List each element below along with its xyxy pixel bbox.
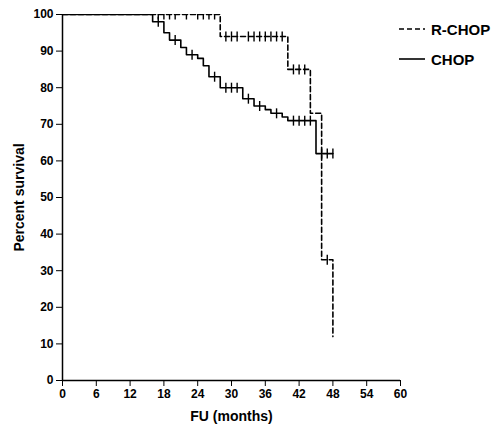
svg-text:60: 60 [394,387,408,401]
svg-text:42: 42 [292,387,306,401]
svg-text:0: 0 [47,373,54,387]
svg-text:54: 54 [360,387,374,401]
svg-text:Percent survival: Percent survival [11,143,27,251]
svg-text:30: 30 [225,387,239,401]
svg-text:FU (months): FU (months) [190,408,272,424]
html-text:CHOP: CHOP [431,50,475,68]
svg-text:60: 60 [40,154,54,168]
svg-text:6: 6 [93,387,100,401]
svg-text:70: 70 [40,117,54,131]
svg-text:30: 30 [40,264,54,278]
svg-text:20: 20 [40,300,54,314]
svg-text:36: 36 [259,387,273,401]
svg-text:10: 10 [40,337,54,351]
html-text:R-CHOP: R-CHOP [431,20,491,38]
svg-text:90: 90 [40,44,54,58]
svg-text:40: 40 [40,227,54,241]
svg-text:100: 100 [33,7,53,21]
svg-text:48: 48 [326,387,340,401]
svg-text:80: 80 [40,81,54,95]
svg-text:50: 50 [40,190,54,204]
svg-text:18: 18 [157,387,171,401]
svg-text:24: 24 [191,387,205,401]
svg-text:0: 0 [59,387,66,401]
svg-text:12: 12 [123,387,137,401]
